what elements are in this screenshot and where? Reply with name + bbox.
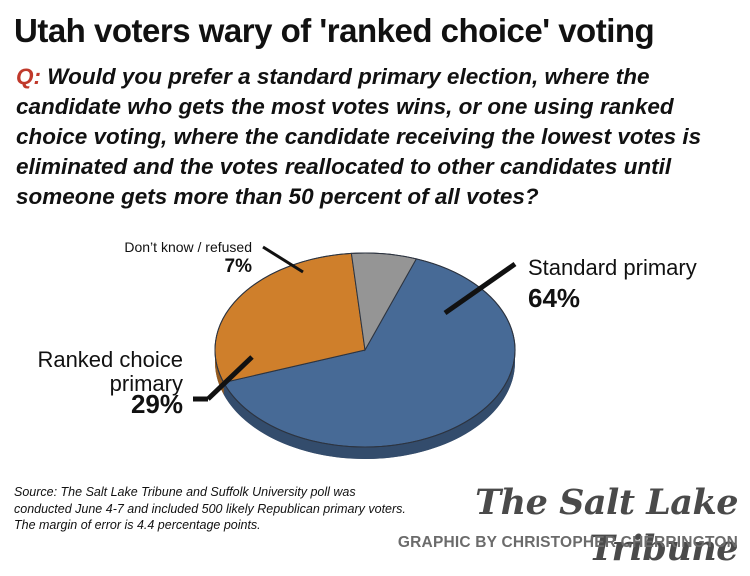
question-prefix: Q: [16,64,41,89]
source-note: Source: The Salt Lake Tribune and Suffol… [14,485,406,532]
tribune-logo: The Salt Lake Tribune [475,482,738,569]
slice-label-standard: Standard primary [528,255,697,280]
leader-line-dontknow [262,245,304,274]
graphic-credit: GRAPHIC BY CHRISTOPHER CHERRINGTON [397,534,738,551]
slice-label-ranked-line2: primary [110,371,183,396]
slice-label-ranked: Ranked choice [37,347,183,372]
slice-label-dontknow: Don’t know / refused [124,239,252,255]
chart-title: Utah voters wary of 'ranked choice' voti… [14,12,655,49]
slice-value-ranked: 29% [131,389,183,419]
pie-rim [214,252,516,448]
slice-value-dontknow: 7% [225,256,253,277]
slice-value-standard: 64% [528,283,580,313]
leader-line-standard [443,261,517,316]
leader-line-ranked [206,355,254,401]
question: Q: Would you prefer a standard primary e… [16,62,736,212]
question-text: Would you prefer a standard primary elec… [16,64,702,209]
